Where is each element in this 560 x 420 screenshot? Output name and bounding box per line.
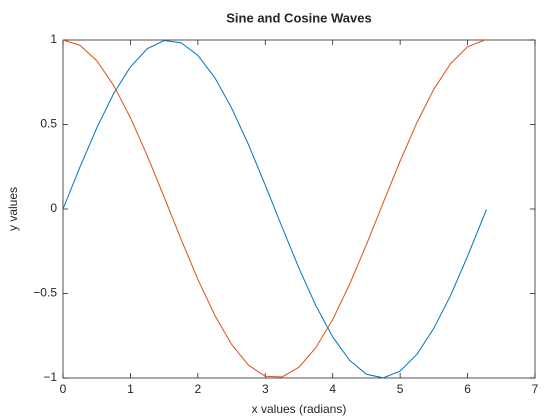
x-tick-label: 0 [60,382,67,396]
y-tick-label: −1 [43,370,57,384]
x-tick-label: 4 [329,382,336,396]
x-tick-label: 5 [397,382,404,396]
line-series [62,39,487,378]
x-tick-label: 2 [195,382,202,396]
x-tick-label: 1 [127,382,134,396]
line-series [62,39,487,379]
y-tick-label: 0.5 [40,117,57,131]
x-tick-label: 7 [532,382,539,396]
chart-title: Sine and Cosine Waves [226,10,371,25]
plot-area [62,39,536,379]
x-tick-label: 6 [464,382,471,396]
y-tick-label: 1 [50,32,57,46]
x-tick-label: 3 [262,382,269,396]
x-axis-label: x values (radians) [252,402,347,416]
y-tick-label: −0.5 [33,286,57,300]
y-axis-label: y values [6,187,20,231]
y-tick-label: 0 [50,201,57,215]
